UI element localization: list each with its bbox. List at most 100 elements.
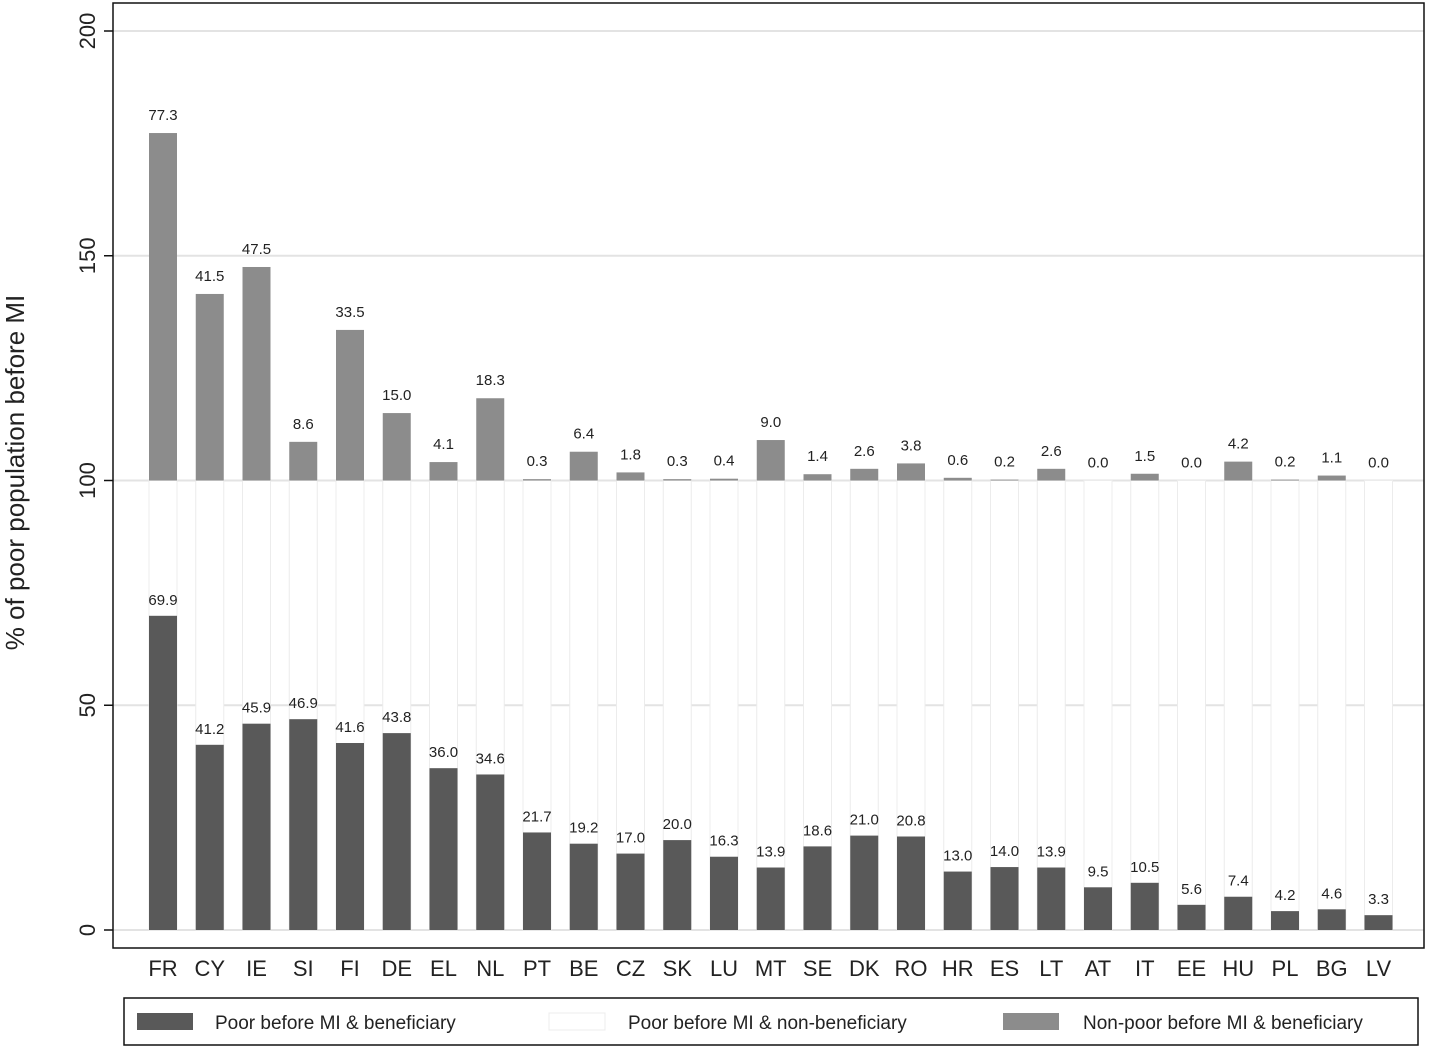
value-label-poor-beneficiary-LV: 3.3: [1368, 891, 1389, 908]
bar-poor-beneficiary-EL: [429, 768, 458, 930]
x-tick-label-CY: CY: [194, 956, 225, 981]
bar-non-beneficiary-LV: [1364, 480, 1393, 931]
value-label-non-poor-beneficiary-FR: 77.3: [148, 107, 177, 124]
value-label-non-poor-beneficiary-FI: 33.5: [335, 304, 364, 321]
value-label-non-poor-beneficiary-LU: 0.4: [714, 453, 735, 470]
bar-non-beneficiary-EE: [1177, 480, 1206, 931]
value-label-non-poor-beneficiary-EE: 0.0: [1181, 455, 1202, 472]
value-label-poor-beneficiary-BG: 4.6: [1321, 885, 1342, 902]
x-tick-label-SI: SI: [293, 956, 314, 981]
value-label-poor-beneficiary-RO: 20.8: [896, 813, 925, 830]
value-label-non-poor-beneficiary-HR: 0.6: [947, 452, 968, 469]
value-label-poor-beneficiary-SE: 18.6: [803, 822, 832, 839]
bar-non-poor-beneficiary-IE: [242, 266, 271, 481]
bar-poor-beneficiary-LT: [1037, 867, 1066, 930]
value-label-poor-beneficiary-BE: 19.2: [569, 820, 598, 837]
y-tick-label-50: 50: [75, 693, 100, 717]
value-label-non-poor-beneficiary-LV: 0.0: [1368, 455, 1389, 472]
bar-non-beneficiary-BG: [1317, 480, 1347, 931]
bar-poor-beneficiary-FI: [336, 743, 364, 930]
bar-poor-beneficiary-SK: [663, 840, 692, 930]
poor-beneficiary-value-labels: 69.9 41.2 45.9 46.9 41.6 43.8 36.0 34.6 21.7 19.2…: [148, 592, 1389, 908]
legend-label-poor-non-beneficiary: Poor before MI & non-beneficiary: [628, 1013, 907, 1034]
bar-non-poor-beneficiary-SK: [663, 479, 692, 481]
x-tick-label-HR: HR: [942, 956, 974, 981]
x-tick-label-CZ: CZ: [616, 956, 645, 981]
y-tick-label-150: 150: [75, 237, 100, 274]
x-tick-label-DK: DK: [849, 956, 880, 981]
legend-swatch-poor-non-beneficiary: [548, 1012, 606, 1031]
bar-poor-beneficiary-BE: [569, 843, 598, 930]
y-tick-label-200: 200: [75, 13, 100, 50]
bar-non-beneficiary-AT: [1083, 480, 1113, 931]
y-tick-label-0: 0: [75, 924, 100, 936]
value-label-poor-beneficiary-HR: 13.0: [943, 848, 972, 865]
non-poor-beneficiary-value-labels: 77.3 41.5 47.5 8.6 33.5 15.0 4.1 18.3 0.3 6.4 1.8 0…: [148, 107, 1389, 471]
x-axis: FR CY IE SI FI DE EL NL PT BE CZ SK LU MT SE DK RO HR ES LT…: [148, 956, 1391, 981]
value-label-poor-beneficiary-EE: 5.6: [1181, 881, 1202, 898]
bar-non-poor-beneficiary-RO: [897, 463, 925, 481]
bar-non-beneficiary-MT: [756, 480, 786, 931]
non-beneficiary-bars: [148, 480, 1393, 931]
value-label-non-poor-beneficiary-LT: 2.6: [1041, 443, 1062, 460]
bar-non-beneficiary-ES: [990, 480, 1019, 931]
bar-non-poor-beneficiary-BE: [569, 451, 598, 481]
x-tick-label-FR: FR: [148, 956, 177, 981]
value-label-non-poor-beneficiary-ES: 0.2: [994, 454, 1015, 471]
value-label-poor-beneficiary-LU: 16.3: [709, 833, 738, 850]
value-label-poor-beneficiary-DK: 21.0: [850, 812, 879, 829]
value-label-non-poor-beneficiary-MT: 9.0: [760, 414, 781, 431]
bar-non-beneficiary-HR: [943, 480, 973, 931]
bar-poor-beneficiary-IT: [1130, 882, 1159, 930]
value-label-non-poor-beneficiary-DE: 15.0: [382, 387, 411, 404]
bar-poor-beneficiary-DK: [850, 835, 879, 930]
value-label-non-poor-beneficiary-AT: 0.0: [1088, 455, 1109, 472]
value-label-poor-beneficiary-MT: 13.9: [756, 844, 785, 861]
y-axis: 0 50 100 150 200: [75, 13, 113, 936]
y-tick-label-100: 100: [75, 462, 100, 499]
value-label-non-poor-beneficiary-SK: 0.3: [667, 453, 688, 470]
bar-poor-beneficiary-RO: [897, 836, 925, 930]
x-tick-label-BE: BE: [569, 956, 598, 981]
bar-non-beneficiary-IT: [1130, 480, 1160, 931]
bar-non-poor-beneficiary-BG: [1317, 475, 1346, 481]
x-tick-label-LU: LU: [710, 956, 738, 981]
value-label-non-poor-beneficiary-IT: 1.5: [1134, 448, 1155, 465]
value-label-non-poor-beneficiary-EL: 4.1: [433, 436, 454, 453]
x-tick-label-IT: IT: [1135, 956, 1155, 981]
x-tick-label-HU: HU: [1222, 956, 1254, 981]
value-label-poor-beneficiary-DE: 43.8: [382, 709, 411, 726]
bar-non-beneficiary-LT: [1036, 480, 1066, 931]
value-label-non-poor-beneficiary-BG: 1.1: [1321, 450, 1342, 467]
value-label-non-poor-beneficiary-NL: 18.3: [476, 372, 505, 389]
bar-non-poor-beneficiary-NL: [476, 398, 505, 481]
bar-non-poor-beneficiary-MT: [756, 440, 785, 481]
value-label-poor-beneficiary-EL: 36.0: [429, 744, 458, 761]
bar-non-poor-beneficiary-ES: [990, 479, 1019, 481]
bar-non-poor-beneficiary-HU: [1224, 461, 1253, 481]
bar-poor-beneficiary-SE: [803, 846, 832, 930]
bar-non-poor-beneficiary-DK: [850, 468, 879, 481]
bar-poor-beneficiary-BG: [1317, 909, 1346, 930]
bar-non-poor-beneficiary-SI: [289, 441, 318, 481]
value-label-poor-beneficiary-HU: 7.4: [1228, 873, 1249, 890]
y-axis-label: % of poor population before MI: [0, 295, 30, 651]
bar-poor-beneficiary-LU: [710, 856, 738, 930]
bar-non-poor-beneficiary-SE: [803, 474, 832, 481]
legend-frame: [123, 997, 1419, 1046]
value-label-poor-beneficiary-IT: 10.5: [1130, 859, 1159, 876]
value-label-non-poor-beneficiary-SE: 1.4: [807, 448, 828, 465]
bar-non-poor-beneficiary-FI: [336, 329, 364, 481]
value-label-poor-beneficiary-IE: 45.9: [242, 700, 271, 717]
bar-non-poor-beneficiary-LU: [710, 478, 738, 481]
bar-poor-beneficiary-MT: [756, 867, 785, 930]
bar-poor-beneficiary-DE: [382, 733, 411, 930]
poor-beneficiary-bars: [149, 615, 1393, 930]
value-label-poor-beneficiary-FR: 69.9: [148, 592, 177, 609]
value-label-poor-beneficiary-SI: 46.9: [289, 695, 318, 712]
bar-non-poor-beneficiary-DE: [382, 413, 411, 481]
bar-non-poor-beneficiary-IT: [1130, 473, 1159, 481]
value-label-non-poor-beneficiary-HU: 4.2: [1228, 436, 1249, 453]
legend-swatch-non-poor-beneficiary: [1003, 1013, 1059, 1030]
